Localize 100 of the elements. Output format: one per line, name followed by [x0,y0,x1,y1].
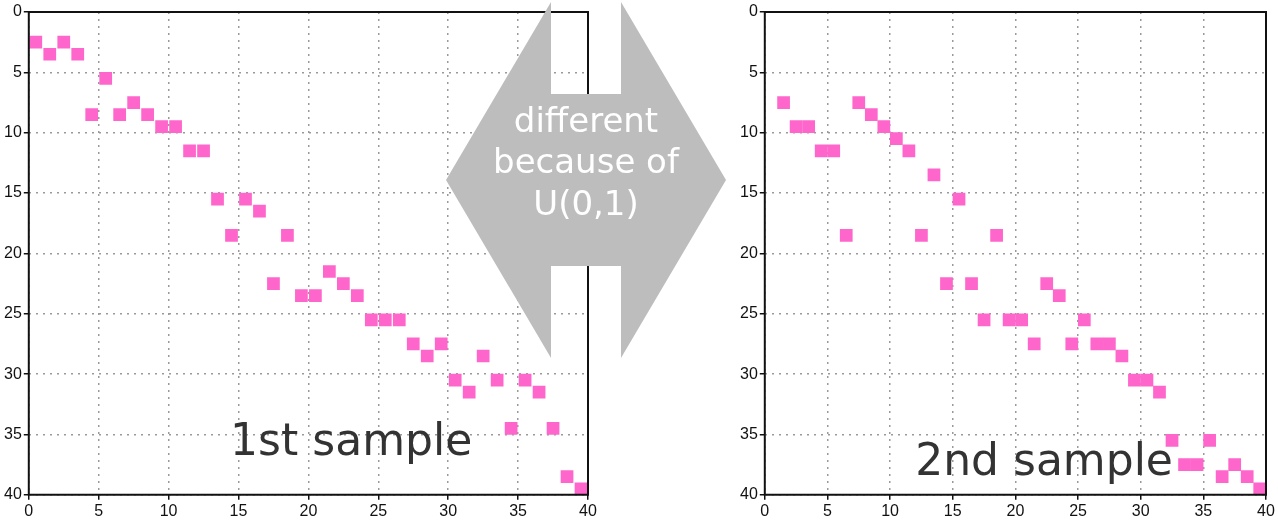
point [1002,313,1016,327]
x-tick-label: 10 [159,501,178,519]
point [350,289,364,303]
point [504,422,518,435]
x-tick-label: 25 [1069,501,1088,519]
point [239,192,252,206]
point [281,228,294,242]
point [839,228,853,242]
point [141,108,154,121]
point [197,144,210,158]
x-tick-label: 35 [1194,501,1213,519]
y-tick-label: 25 [740,304,758,322]
point [127,96,141,109]
point [1228,458,1242,471]
x-tick-label: 25 [369,501,388,519]
point [1015,313,1029,327]
point [1240,470,1254,484]
point [225,228,238,242]
point [99,72,113,85]
y-tick-label: 0 [748,2,758,20]
y-tick-label: 35 [4,424,22,442]
point [890,132,903,146]
point [902,144,916,158]
point [940,277,953,290]
point [814,144,828,158]
point [1253,482,1266,495]
point [532,385,546,399]
x-tick-label: 5 [822,501,832,519]
x-tick-label: 20 [299,501,318,519]
y-tick-label: 10 [4,123,22,141]
point [462,385,476,399]
point [1077,313,1091,327]
x-tick-label: 0 [760,501,770,519]
point [406,337,420,351]
x-tick-label: 15 [943,501,962,519]
point [877,120,891,134]
x-tick-label: 30 [439,501,458,519]
point [57,35,71,49]
point [1065,337,1079,351]
y-tick-label: 20 [4,243,22,261]
point [267,277,280,290]
point [113,108,127,121]
point [1215,470,1229,484]
point [336,277,350,290]
point [1178,458,1191,471]
x-tick-label: 0 [24,501,34,519]
point [965,277,978,290]
point [392,313,406,327]
point [155,120,168,134]
point [1203,434,1216,447]
point [420,349,434,363]
y-tick-label: 25 [4,304,22,322]
point [183,144,196,158]
y-tick-label: 15 [740,183,758,201]
point [789,120,803,134]
point [1103,337,1116,351]
y-tick-label: 40 [740,485,758,503]
point [1090,337,1104,351]
point [777,96,790,109]
point [378,313,392,327]
annotation: 1st sample [230,413,473,465]
point [546,422,560,435]
y-tick-label: 10 [740,123,758,141]
point [560,470,574,484]
y-tick-label: 30 [740,364,758,382]
y-tick-label: 30 [4,364,22,382]
x-tick-label: 30 [1131,501,1150,519]
x-tick-label: 20 [1006,501,1025,519]
point [915,228,928,242]
point [574,482,588,495]
point [476,349,490,363]
point [323,265,336,278]
annotation: different because of U(0,1) [492,100,681,225]
point [852,96,866,109]
point [364,313,378,327]
y-tick-label: 20 [740,243,758,261]
point [1040,277,1054,290]
y-tick-label: 40 [4,485,22,503]
y-tick-label: 5 [748,62,758,80]
point [29,35,43,49]
point [802,120,816,134]
point [1128,373,1141,387]
point [295,289,308,303]
annotation: 2nd sample [915,433,1173,485]
point [85,108,99,121]
point [1190,458,1204,471]
point [990,228,1003,242]
point [1153,385,1166,399]
y-tick-label: 5 [12,62,22,80]
point [434,337,448,351]
point [71,47,85,61]
point [864,108,878,121]
point [169,120,182,134]
y-tick-label: 0 [12,2,22,20]
point [43,47,57,61]
x-tick-label: 35 [509,501,528,519]
x-tick-label: 15 [229,501,248,519]
point [977,313,991,327]
point [211,192,224,206]
y-tick-label: 35 [740,424,758,442]
